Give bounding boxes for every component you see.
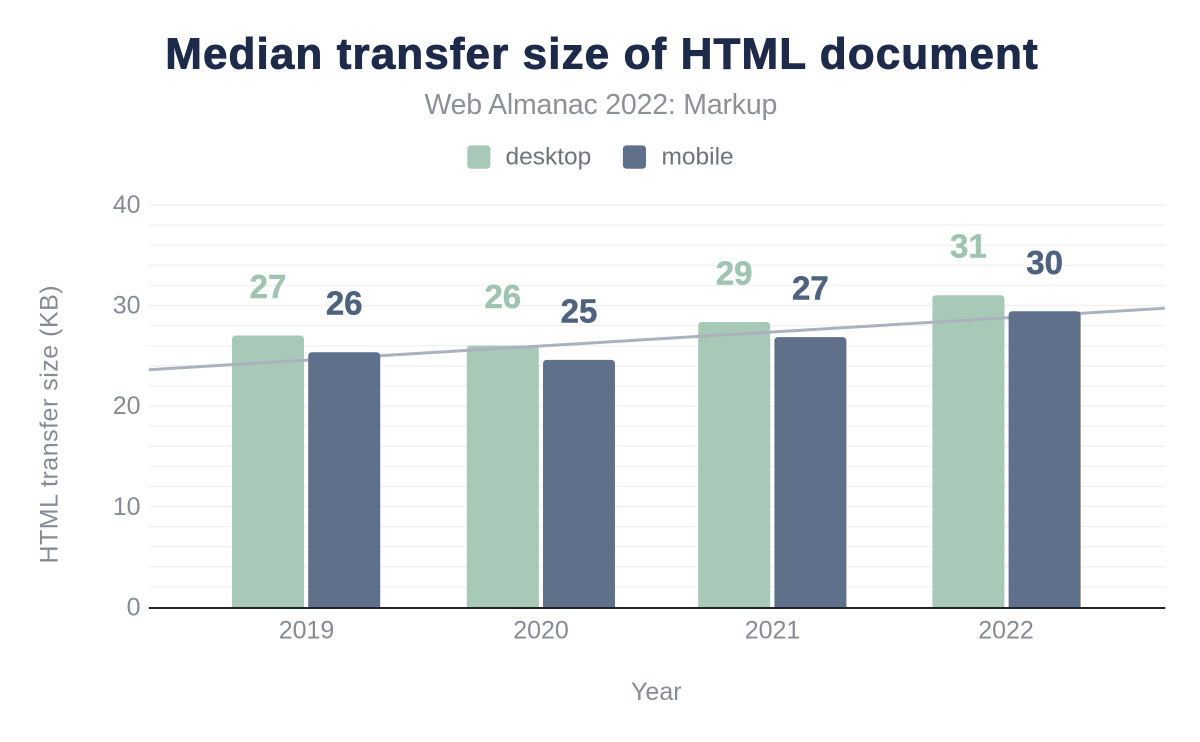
svg-text:27: 27 xyxy=(792,270,829,307)
svg-text:31: 31 xyxy=(950,228,987,265)
svg-text:2022: 2022 xyxy=(978,617,1034,645)
svg-text:20: 20 xyxy=(113,392,141,420)
svg-text:40: 40 xyxy=(113,191,141,219)
svg-text:26: 26 xyxy=(326,285,363,322)
svg-text:29: 29 xyxy=(716,255,753,292)
svg-text:Median transfer size of HTML d: Median transfer size of HTML document xyxy=(165,30,1039,79)
svg-text:26: 26 xyxy=(484,278,521,315)
svg-text:30: 30 xyxy=(113,292,141,320)
svg-text:2020: 2020 xyxy=(513,617,569,645)
svg-text:30: 30 xyxy=(1026,244,1063,281)
svg-text:25: 25 xyxy=(561,292,598,329)
svg-text:27: 27 xyxy=(250,268,287,305)
svg-text:mobile: mobile xyxy=(662,143,734,170)
svg-text:2021: 2021 xyxy=(745,617,801,645)
svg-text:0: 0 xyxy=(127,593,141,621)
svg-text:HTML transfer size (KB): HTML transfer size (KB) xyxy=(36,285,64,564)
svg-text:2019: 2019 xyxy=(279,617,335,645)
svg-text:Web Almanac 2022: Markup: Web Almanac 2022: Markup xyxy=(424,89,777,121)
svg-text:Year: Year xyxy=(631,678,682,706)
svg-text:desktop: desktop xyxy=(506,143,592,170)
svg-text:10: 10 xyxy=(113,493,141,521)
